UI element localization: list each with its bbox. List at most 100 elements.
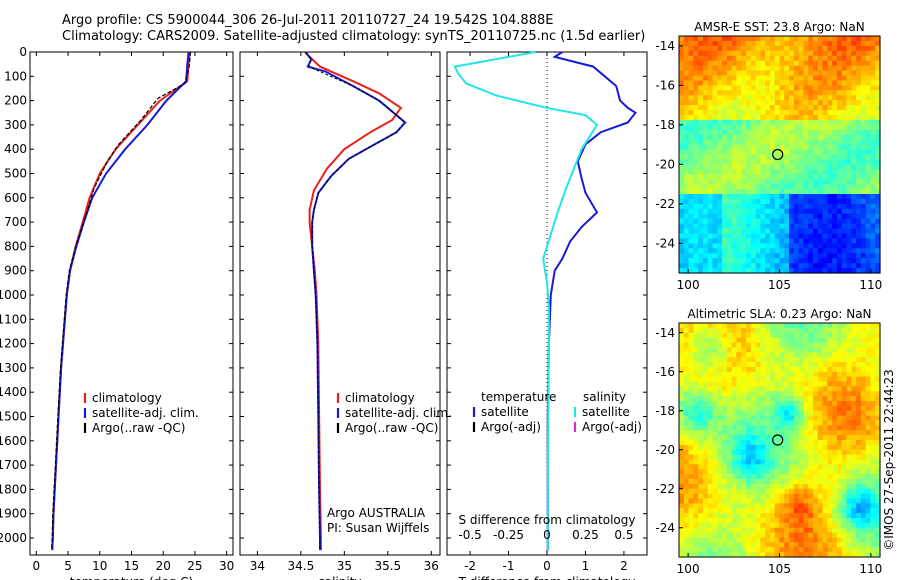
sst-heatmap-cell bbox=[803, 243, 809, 249]
sst-heatmap-cell bbox=[774, 115, 781, 121]
sst-heatmap-cell bbox=[722, 65, 728, 72]
sla-heatmap-cell bbox=[827, 532, 833, 539]
sst-heatmap-cell bbox=[865, 129, 872, 136]
sla-heatmap-cell bbox=[836, 459, 843, 465]
sst-heatmap-cell bbox=[793, 60, 800, 67]
sst-heatmap-cell bbox=[688, 144, 694, 151]
sst-heatmap-cell bbox=[683, 129, 690, 136]
sst-heatmap-cell bbox=[860, 218, 867, 225]
sla-heatmap-cell bbox=[832, 420, 838, 426]
sst-heatmap-cell bbox=[707, 80, 714, 86]
sla-heatmap-cell bbox=[808, 332, 814, 339]
sla-heatmap-cell bbox=[765, 381, 771, 387]
sst-heatmap-cell bbox=[808, 263, 814, 269]
sst-heatmap-cell bbox=[717, 65, 723, 72]
sla-heatmap-cell bbox=[736, 464, 742, 470]
sst-heatmap-cell bbox=[779, 223, 785, 230]
sla-heatmap-cell bbox=[803, 327, 809, 334]
sst-heatmap-cell bbox=[683, 149, 690, 156]
sla-heatmap-cell bbox=[712, 552, 718, 558]
sla-heatmap-cell bbox=[865, 435, 872, 441]
sla-heatmap-cell bbox=[836, 522, 843, 529]
sst-heatmap-cell bbox=[765, 164, 771, 170]
sst-heatmap-cell bbox=[827, 253, 833, 259]
sla-heatmap-cell bbox=[798, 410, 805, 417]
sla-heatmap-cell bbox=[765, 483, 771, 490]
sla-heatmap-cell bbox=[755, 405, 761, 412]
sla-heatmap-cell bbox=[722, 542, 728, 548]
sla-heatmap-cell bbox=[875, 396, 881, 402]
sla-heatmap-cell bbox=[736, 327, 742, 334]
sst-heatmap-cell bbox=[688, 55, 694, 62]
sla-heatmap-cell bbox=[808, 459, 814, 465]
sla-heatmap-cell bbox=[832, 459, 838, 465]
sla-heatmap-cell bbox=[836, 352, 843, 358]
sst-heatmap-cell bbox=[875, 198, 881, 205]
salinity-xtick-label: 35.5 bbox=[374, 559, 401, 573]
sla-heatmap-cell bbox=[789, 410, 795, 417]
sla-heatmap-cell bbox=[693, 410, 699, 417]
sst-heatmap-cell bbox=[750, 174, 757, 180]
sst-heatmap-cell bbox=[808, 268, 814, 274]
sst-heatmap-cell bbox=[693, 70, 699, 77]
sla-heatmap-cell bbox=[679, 342, 685, 348]
sst-heatmap-cell bbox=[851, 233, 857, 240]
salinity-legend-label: climatology bbox=[345, 391, 415, 405]
sla-heatmap-cell bbox=[717, 352, 723, 358]
sla-heatmap-cell bbox=[736, 503, 742, 509]
sst-heatmap-cell bbox=[875, 233, 881, 240]
sla-heatmap-cell bbox=[798, 440, 805, 446]
temperature-ytick-label: 1700 bbox=[0, 458, 27, 472]
sst-heatmap-cell bbox=[865, 253, 872, 259]
sla-heatmap-cell bbox=[731, 371, 738, 378]
sla-heatmap-cell bbox=[851, 420, 857, 426]
sla-heatmap-cell bbox=[784, 435, 790, 441]
sst-heatmap-cell bbox=[722, 228, 728, 235]
temperature-ytick-label: 900 bbox=[4, 264, 27, 278]
sst-ytick-label: -22 bbox=[655, 197, 675, 211]
sla-heatmap-cell bbox=[712, 508, 718, 514]
sla-heatmap-cell bbox=[822, 371, 828, 378]
sla-heatmap-cell bbox=[755, 537, 761, 543]
sla-heatmap-cell bbox=[836, 527, 843, 534]
sst-heatmap-cell bbox=[836, 65, 843, 72]
sla-heatmap-cell bbox=[702, 532, 709, 539]
sla-heatmap-cell bbox=[822, 547, 828, 553]
sst-heatmap-cell bbox=[731, 154, 738, 161]
sla-heatmap-cell bbox=[865, 386, 872, 392]
sla-heatmap-cell bbox=[688, 405, 694, 412]
sst-heatmap-cell bbox=[688, 139, 694, 146]
sla-heatmap-cell bbox=[726, 440, 733, 446]
sst-heatmap-cell bbox=[702, 154, 709, 161]
sla-heatmap-cell bbox=[765, 552, 771, 558]
sst-heatmap-cell bbox=[717, 115, 723, 121]
sst-heatmap-cell bbox=[760, 213, 766, 220]
sla-heatmap-cell bbox=[813, 493, 819, 500]
sla-heatmap-cell bbox=[846, 552, 852, 558]
sst-heatmap-cell bbox=[750, 243, 757, 249]
difference-s-tick-label: -0.5 bbox=[458, 528, 481, 542]
sla-heatmap-cell bbox=[731, 537, 738, 543]
sla-heatmap-cell bbox=[846, 537, 852, 543]
sla-heatmap-cell bbox=[698, 508, 704, 514]
sla-heatmap-cell bbox=[679, 386, 685, 392]
sst-heatmap-cell bbox=[702, 55, 709, 62]
sla-heatmap-cell bbox=[841, 518, 848, 524]
sla-heatmap-cell bbox=[827, 498, 833, 504]
sla-heatmap-cell bbox=[803, 547, 809, 553]
sla-heatmap-cell bbox=[707, 357, 714, 363]
sst-heatmap-cell bbox=[760, 134, 766, 141]
sla-heatmap-cell bbox=[808, 371, 814, 378]
sla-heatmap-cell bbox=[784, 469, 790, 475]
sst-heatmap-cell bbox=[760, 194, 766, 200]
sla-heatmap-cell bbox=[870, 371, 876, 378]
sla-heatmap-cell bbox=[741, 522, 747, 529]
sla-heatmap-cell bbox=[822, 537, 828, 543]
sla-heatmap-cell bbox=[774, 323, 781, 329]
sla-heatmap-cell bbox=[722, 410, 728, 417]
sst-heatmap-cell bbox=[712, 194, 718, 200]
sst-heatmap-cell bbox=[827, 134, 833, 141]
sst-heatmap-cell bbox=[741, 95, 747, 101]
sst-heatmap-cell bbox=[779, 110, 785, 116]
sla-heatmap-cell bbox=[679, 376, 685, 383]
